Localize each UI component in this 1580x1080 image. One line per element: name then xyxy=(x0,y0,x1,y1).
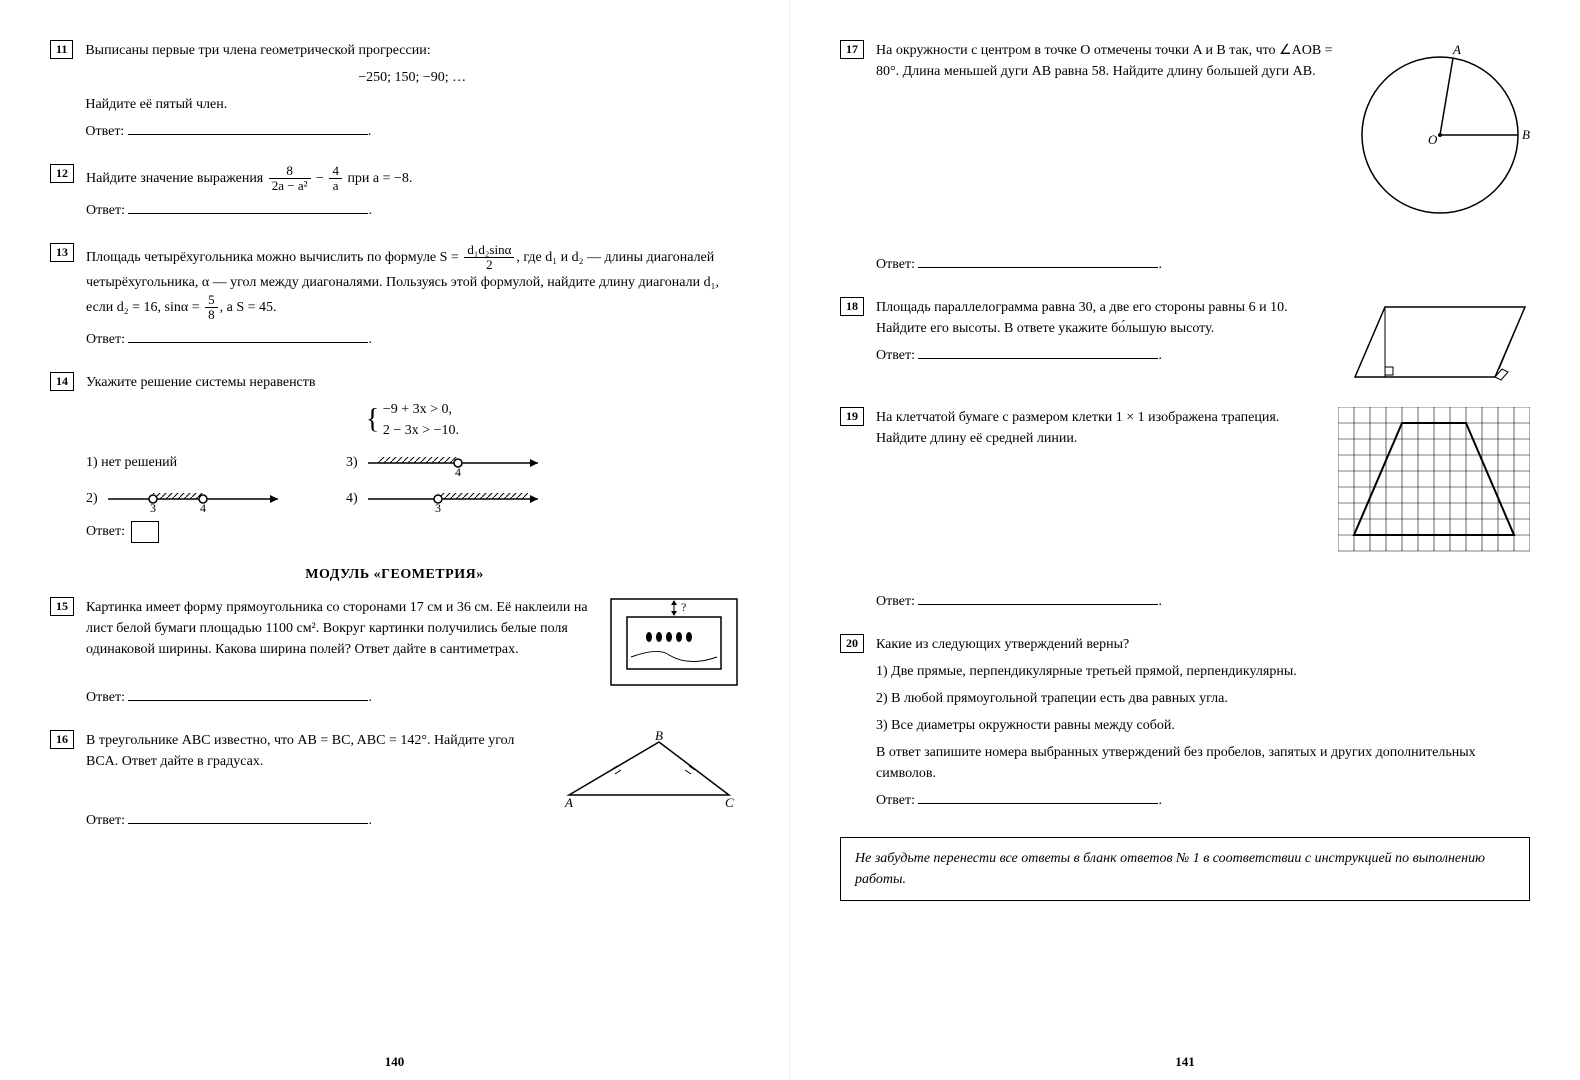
problem-number: 19 xyxy=(840,407,864,426)
note-box: Не забудьте перенести все ответы в бланк… xyxy=(840,837,1530,901)
svg-text:?: ? xyxy=(681,600,686,614)
triangle-figure: A B C xyxy=(559,730,739,810)
p20-text-b: В ответ запишите номера выбранных утверж… xyxy=(876,742,1530,784)
answer-label: Ответ: xyxy=(86,332,125,347)
svg-text:3: 3 xyxy=(435,501,441,513)
section-title: МОДУЛЬ «ГЕОМЕТРИЯ» xyxy=(50,567,739,583)
answer-blank[interactable] xyxy=(128,687,368,701)
svg-text:O: O xyxy=(1428,132,1438,147)
problem-number: 15 xyxy=(50,597,74,616)
fraction: 82a − a² xyxy=(269,164,311,194)
answer-blank[interactable] xyxy=(128,329,368,343)
p12-text-b: при a = −8. xyxy=(347,171,412,186)
p16-text: В треугольнике ABC известно, что AB = BC… xyxy=(86,730,547,772)
answer-label: Ответ: xyxy=(85,124,124,139)
problem-number: 16 xyxy=(50,730,74,749)
answer-label: Ответ: xyxy=(876,594,915,609)
problem-number: 12 xyxy=(50,164,74,183)
p13-text-a: Площадь четырёхугольника можно вычислить… xyxy=(86,250,459,265)
page-left: 11 Выписаны первые три члена геометричес… xyxy=(0,0,790,1080)
svg-text:C: C xyxy=(725,795,734,810)
answer-blank[interactable] xyxy=(128,200,368,214)
p20-s3: 3) Все диаметры окружности равны между с… xyxy=(876,715,1530,736)
svg-text:B: B xyxy=(1522,127,1530,142)
answer-blank[interactable] xyxy=(128,121,368,135)
svg-text:B: B xyxy=(655,730,663,743)
p13-text-c: , а S = 45. xyxy=(220,300,277,315)
page-number: 140 xyxy=(0,1054,789,1070)
number-line-2: 3 4 xyxy=(108,485,288,513)
answer-blank[interactable] xyxy=(918,790,1158,804)
p12-text-a: Найдите значение выражения xyxy=(86,171,263,186)
answer-blank[interactable] xyxy=(918,591,1158,605)
p20-s1: 1) Две прямые, перпендикулярные третьей … xyxy=(876,661,1530,682)
answer-blank[interactable] xyxy=(918,254,1158,268)
page-number: 141 xyxy=(790,1054,1580,1070)
problem-number: 13 xyxy=(50,243,74,262)
parallelogram-figure xyxy=(1350,297,1530,387)
svg-text:A: A xyxy=(1452,42,1461,57)
problem-18: 18 Площадь параллелограмма равна 30, а д… xyxy=(840,297,1530,391)
circle-figure: O A B xyxy=(1350,40,1530,220)
answer-label: Ответ: xyxy=(86,690,125,705)
picture-frame-figure: ? xyxy=(609,597,739,687)
number-line-3: 4 xyxy=(368,449,548,477)
problem-20: 20 Какие из следующих утверждений верны?… xyxy=(840,634,1530,817)
p14-text-a: Укажите решение системы неравенств xyxy=(86,372,739,393)
opt4-label: 4) xyxy=(346,488,358,509)
svg-text:3: 3 xyxy=(150,501,156,513)
opt3-label: 3) xyxy=(346,452,358,473)
p15-text: Картинка имеет форму прямоугольника со с… xyxy=(86,597,597,660)
p20-s2: 2) В любой прямоугольной трапеции есть д… xyxy=(876,688,1530,709)
answer-label: Ответ: xyxy=(876,793,915,808)
svg-text:4: 4 xyxy=(455,465,461,477)
p11-sequence: −250; 150; −90; … xyxy=(85,67,739,88)
sys-line-1: −9 + 3x > 0, xyxy=(383,399,459,420)
problem-11: 11 Выписаны первые три члена геометричес… xyxy=(50,40,739,148)
answer-label: Ответ: xyxy=(876,257,915,272)
grid-trapezoid-figure xyxy=(1338,407,1530,557)
brace-icon: { xyxy=(366,404,379,435)
opt1: 1) нет решений xyxy=(86,452,177,473)
svg-text:4: 4 xyxy=(200,501,206,513)
answer-label: Ответ: xyxy=(86,813,125,828)
problem-number: 11 xyxy=(50,40,73,59)
fraction: d₁d₂sinα2 xyxy=(464,243,514,273)
answer-label: Ответ: xyxy=(86,203,125,218)
answer-box[interactable] xyxy=(131,521,159,543)
fraction: 4a xyxy=(329,164,342,194)
problem-13: 13 Площадь четырёхугольника можно вычисл… xyxy=(50,243,739,356)
answer-blank[interactable] xyxy=(918,345,1158,359)
problem-12: 12 Найдите значение выражения 82a − a² −… xyxy=(50,164,739,227)
problem-number: 18 xyxy=(840,297,864,316)
p20-text-a: Какие из следующих утверждений верны? xyxy=(876,634,1530,655)
svg-text:A: A xyxy=(564,795,573,810)
page-right: 17 O A B На окружности с центром в точке… xyxy=(790,0,1580,1080)
problem-15: 15 Картинка имеет форму прямоугольника с… xyxy=(50,597,739,714)
opt2-label: 2) xyxy=(86,488,98,509)
answer-label: Ответ: xyxy=(86,524,125,539)
problem-number: 17 xyxy=(840,40,864,59)
sys-line-2: 2 − 3x > −10. xyxy=(383,420,459,441)
problem-17: 17 O A B На окружности с центром в точке… xyxy=(840,40,1530,281)
problem-16: 16 В треугольнике ABC известно, что AB =… xyxy=(50,730,739,837)
fraction: 58 xyxy=(205,293,218,323)
number-line-4: 3 xyxy=(368,485,548,513)
problem-19: 19 На клетчатой бумаге с размером клетки… xyxy=(840,407,1530,618)
p11-text-a: Выписаны первые три члена геометрической… xyxy=(85,40,739,61)
answer-label: Ответ: xyxy=(876,348,915,363)
answer-blank[interactable] xyxy=(128,810,368,824)
p11-text-b: Найдите её пятый член. xyxy=(85,94,739,115)
problem-number: 14 xyxy=(50,372,74,391)
problem-number: 20 xyxy=(840,634,864,653)
problem-14: 14 Укажите решение системы неравенств { … xyxy=(50,372,739,549)
